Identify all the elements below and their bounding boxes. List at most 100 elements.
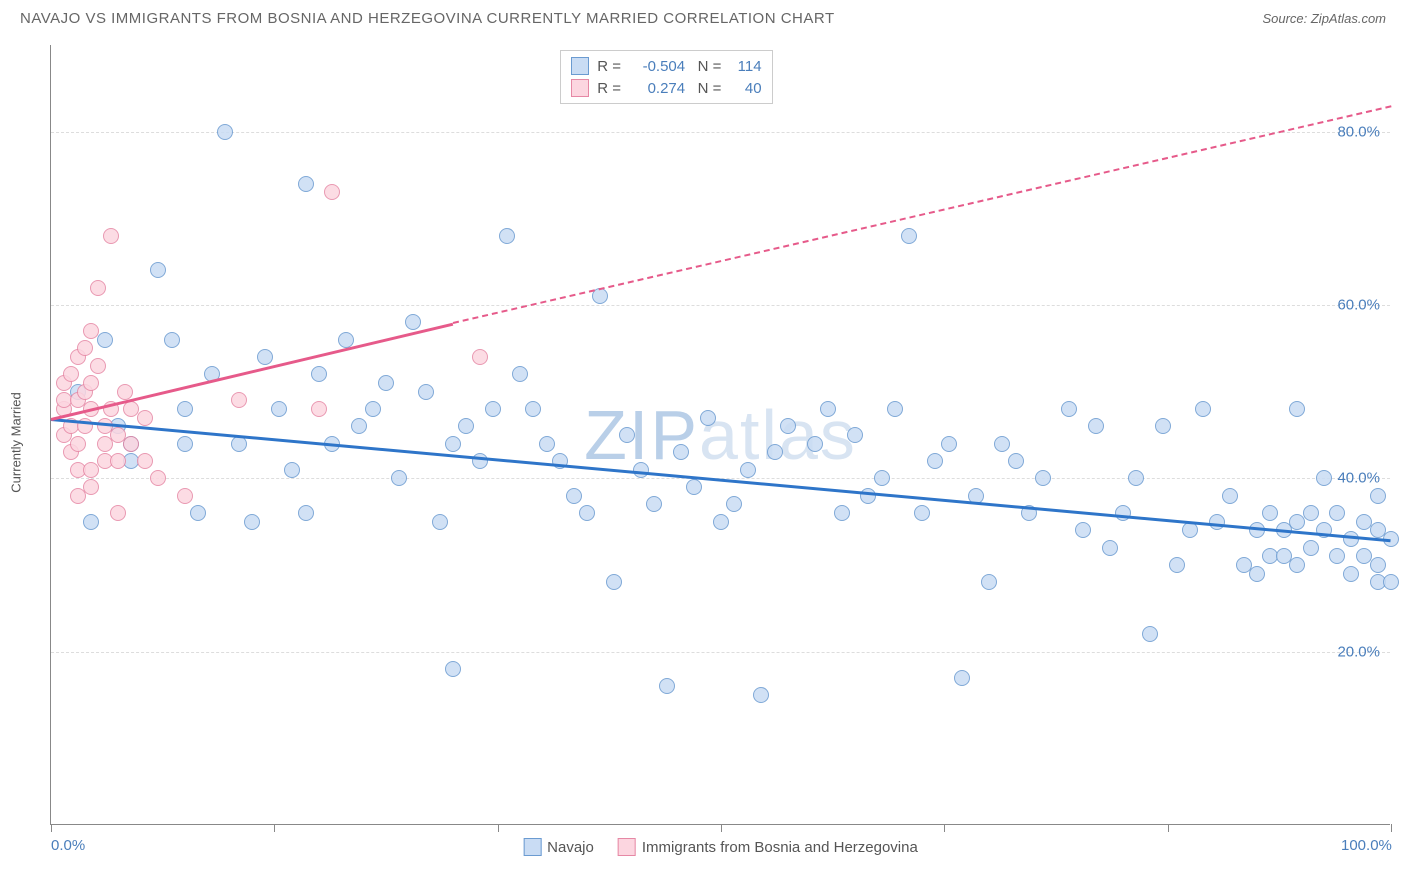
data-point — [378, 375, 394, 391]
series-legend: NavajoImmigrants from Bosnia and Herzego… — [523, 838, 918, 856]
data-point — [981, 574, 997, 590]
data-point — [1383, 574, 1399, 590]
data-point — [874, 470, 890, 486]
data-point — [217, 124, 233, 140]
swatch-icon — [571, 79, 589, 97]
data-point — [485, 401, 501, 417]
x-tick-label: 0.0% — [51, 837, 85, 854]
swatch-icon — [523, 838, 541, 856]
legend-row: R = 0.274 N = 40 — [571, 77, 761, 99]
data-point — [117, 384, 133, 400]
data-point — [110, 505, 126, 521]
data-point — [847, 427, 863, 443]
data-point — [110, 453, 126, 469]
data-point — [927, 453, 943, 469]
data-point — [753, 687, 769, 703]
data-point — [418, 384, 434, 400]
data-point — [1249, 522, 1265, 538]
data-point — [1343, 531, 1359, 547]
data-point — [177, 436, 193, 452]
data-point — [1316, 470, 1332, 486]
data-point — [432, 514, 448, 530]
data-point — [525, 401, 541, 417]
data-point — [767, 444, 783, 460]
x-tick — [274, 824, 275, 832]
y-tick-label: 60.0% — [1337, 297, 1380, 314]
y-axis-label: Currently Married — [9, 392, 24, 492]
data-point — [1329, 505, 1345, 521]
data-point — [1035, 470, 1051, 486]
data-point — [90, 280, 106, 296]
data-point — [1008, 453, 1024, 469]
x-tick — [498, 824, 499, 832]
data-point — [901, 228, 917, 244]
data-point — [1195, 401, 1211, 417]
y-tick-label: 20.0% — [1337, 643, 1380, 660]
data-point — [1289, 401, 1305, 417]
data-point — [887, 401, 903, 417]
x-tick — [51, 824, 52, 832]
data-point — [686, 479, 702, 495]
data-point — [83, 514, 99, 530]
data-point — [579, 505, 595, 521]
data-point — [499, 228, 515, 244]
data-point — [1088, 418, 1104, 434]
data-point — [90, 358, 106, 374]
data-point — [1370, 557, 1386, 573]
data-point — [1102, 540, 1118, 556]
data-point — [539, 436, 555, 452]
data-point — [1289, 557, 1305, 573]
data-point — [177, 488, 193, 504]
data-point — [1249, 566, 1265, 582]
x-tick — [944, 824, 945, 832]
data-point — [83, 323, 99, 339]
data-point — [1209, 514, 1225, 530]
scatter-chart: Currently Married ZIPatlas 20.0%40.0%60.… — [50, 45, 1390, 825]
y-tick-label: 40.0% — [1337, 470, 1380, 487]
data-point — [1142, 626, 1158, 642]
data-point — [137, 453, 153, 469]
data-point — [1262, 505, 1278, 521]
data-point — [994, 436, 1010, 452]
data-point — [458, 418, 474, 434]
data-point — [860, 488, 876, 504]
data-point — [646, 496, 662, 512]
data-point — [1303, 505, 1319, 521]
chart-title: NAVAJO VS IMMIGRANTS FROM BOSNIA AND HER… — [20, 10, 835, 27]
data-point — [1303, 540, 1319, 556]
swatch-icon — [618, 838, 636, 856]
gridline — [51, 305, 1390, 306]
data-point — [257, 349, 273, 365]
data-point — [633, 462, 649, 478]
data-point — [311, 401, 327, 417]
data-point — [820, 401, 836, 417]
x-tick — [721, 824, 722, 832]
data-point — [164, 332, 180, 348]
data-point — [1182, 522, 1198, 538]
data-point — [673, 444, 689, 460]
legend-stats: R = 0.274 N = 40 — [597, 80, 761, 97]
data-point — [284, 462, 300, 478]
data-point — [807, 436, 823, 452]
data-point — [190, 505, 206, 521]
data-point — [740, 462, 756, 478]
data-point — [311, 366, 327, 382]
data-point — [834, 505, 850, 521]
data-point — [338, 332, 354, 348]
data-point — [83, 375, 99, 391]
x-tick — [1391, 824, 1392, 832]
legend-label: Navajo — [547, 839, 594, 856]
data-point — [271, 401, 287, 417]
swatch-icon — [571, 57, 589, 75]
data-point — [1370, 488, 1386, 504]
data-point — [77, 340, 93, 356]
data-point — [351, 418, 367, 434]
data-point — [914, 505, 930, 521]
data-point — [566, 488, 582, 504]
data-point — [97, 332, 113, 348]
data-point — [726, 496, 742, 512]
data-point — [780, 418, 796, 434]
data-point — [298, 176, 314, 192]
data-point — [659, 678, 675, 694]
data-point — [1075, 522, 1091, 538]
